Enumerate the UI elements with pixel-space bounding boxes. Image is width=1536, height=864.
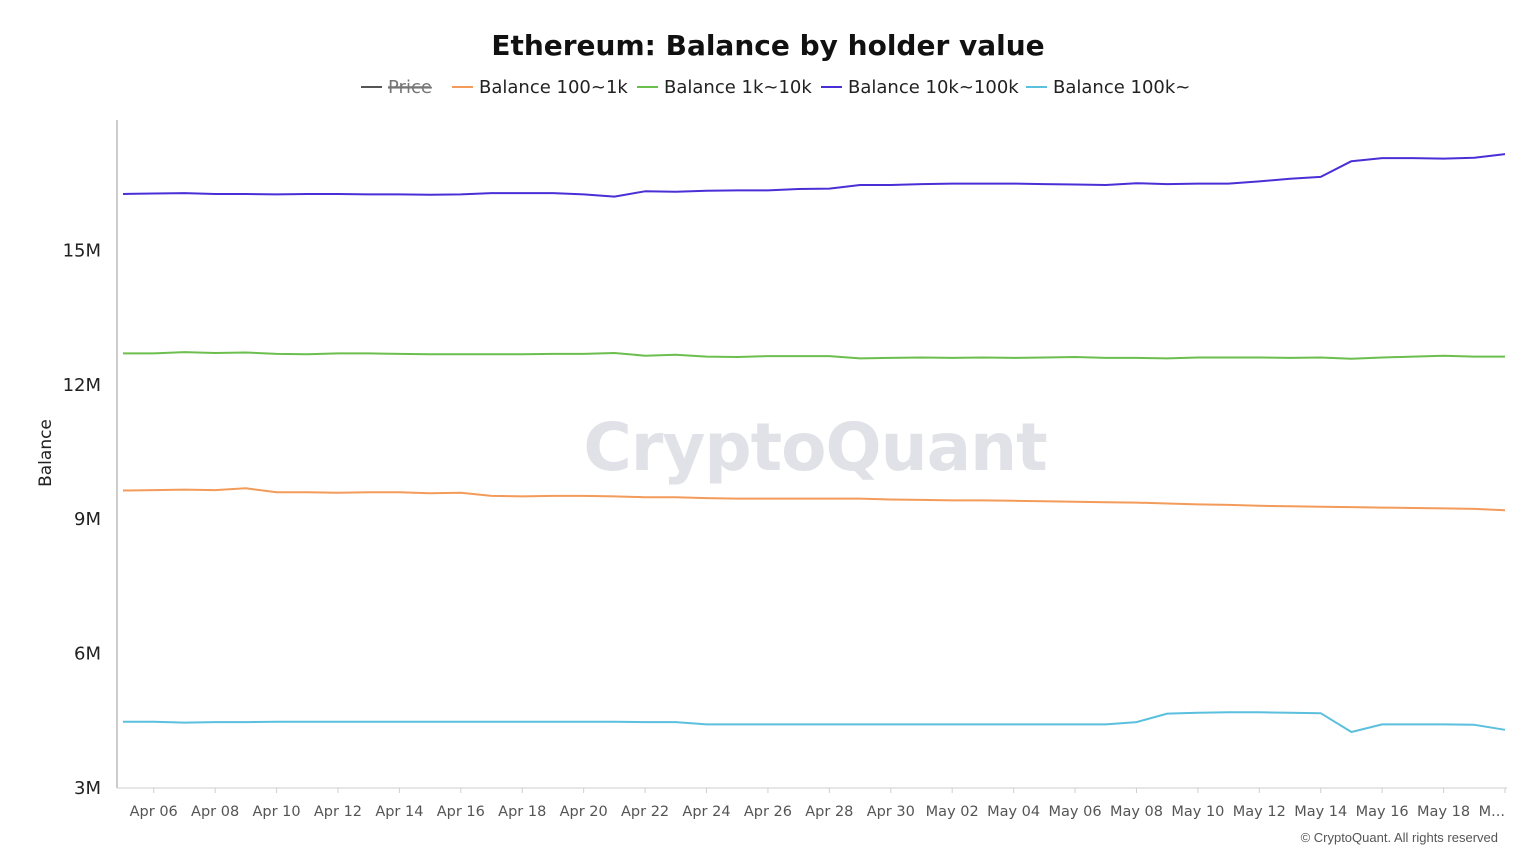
x-tick-label: M... xyxy=(1479,804,1505,820)
x-tick-label: May 18 xyxy=(1417,804,1470,820)
y-axis-label: Balance xyxy=(36,419,56,487)
y-tick-label: 15M xyxy=(63,240,101,261)
legend-label: Balance 10k~100k xyxy=(848,77,1019,98)
legend-label: Balance 100k~ xyxy=(1053,77,1190,98)
x-tick-label: Apr 26 xyxy=(744,804,792,820)
series-line-balance-100-1k[interactable] xyxy=(122,487,1506,512)
legend-item-price[interactable]: Price xyxy=(361,77,432,98)
y-tick-label: 12M xyxy=(63,375,101,396)
x-tick-label: May 14 xyxy=(1294,804,1347,820)
watermark: CryptoQuant xyxy=(583,409,1047,486)
y-tick-label: 9M xyxy=(74,509,101,530)
x-tick-label: May 06 xyxy=(1049,804,1102,820)
x-tick-label: May 12 xyxy=(1233,804,1286,820)
chart-title: Ethereum: Balance by holder value xyxy=(491,29,1044,62)
legend: Price Balance 100~1k Balance 1k~10k Balance… xyxy=(361,77,1190,98)
legend-item-balance-100k-[interactable]: Balance 100k~ xyxy=(1026,77,1190,98)
legend-label: Balance 1k~10k xyxy=(664,77,812,98)
y-tick-label: 6M xyxy=(74,644,101,665)
series-lines xyxy=(122,153,1506,733)
x-tick-label: Apr 22 xyxy=(621,804,669,820)
x-tick-label: May 02 xyxy=(926,804,979,820)
x-tick-label: May 04 xyxy=(987,804,1040,820)
legend-label: Balance 100~1k xyxy=(479,77,628,98)
legend-item-balance-10k-100k[interactable]: Balance 10k~100k xyxy=(821,77,1019,98)
x-tick-label: Apr 30 xyxy=(867,804,915,820)
x-tick-label: Apr 20 xyxy=(560,804,608,820)
x-tick-label: Apr 12 xyxy=(314,804,362,820)
copyright-text: © CryptoQuant. All rights reserved xyxy=(1301,830,1498,845)
x-tick-label: May 10 xyxy=(1171,804,1224,820)
x-tick-label: Apr 10 xyxy=(252,804,300,820)
x-tick-label: Apr 08 xyxy=(191,804,239,820)
x-axis-ticks: Apr 06 Apr 08 Apr 10 Apr 12 Apr 14 Apr 16 Apr … xyxy=(130,788,1506,820)
y-tick-label: 3M xyxy=(74,778,101,799)
x-tick-label: Apr 28 xyxy=(805,804,853,820)
legend-item-balance-1k-10k[interactable]: Balance 1k~10k xyxy=(637,77,812,98)
legend-item-balance-100-1k[interactable]: Balance 100~1k xyxy=(452,77,628,98)
x-tick-label: Apr 14 xyxy=(375,804,423,820)
x-tick-label: May 16 xyxy=(1356,804,1409,820)
x-tick-label: Apr 18 xyxy=(498,804,546,820)
series-line-balance-1k-10k[interactable] xyxy=(123,351,1505,360)
x-tick-label: Apr 06 xyxy=(130,804,178,820)
x-tick-label: Apr 24 xyxy=(682,804,730,820)
y-axis-ticks: 3M 6M 9M 12M 15M xyxy=(63,240,101,799)
series-line-balance-10k-100k[interactable] xyxy=(122,153,1506,198)
x-tick-label: May 08 xyxy=(1110,804,1163,820)
series-line-balance-100k-[interactable] xyxy=(123,711,1506,733)
x-tick-label: Apr 16 xyxy=(437,804,485,820)
